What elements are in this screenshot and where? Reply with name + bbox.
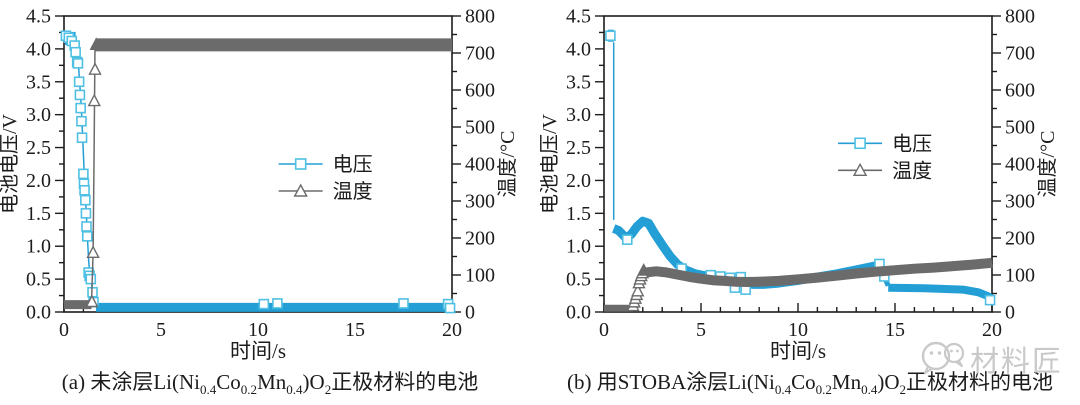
yleft-tick-label: 2.5	[566, 137, 591, 159]
caption-b: (b) 用STOBA涂层Li(Ni0.4Co0.2Mn0.4)O2正极材料的电池	[566, 370, 1054, 398]
legend-label-voltage: 电压	[333, 153, 373, 176]
yleft-tick-label: 1.5	[566, 203, 591, 225]
x-tick-label: 0	[599, 319, 609, 341]
yright-tick-label: 800	[1005, 6, 1035, 28]
yleft-tick-label: 0.5	[566, 269, 591, 291]
yright-tick-label: 200	[1005, 228, 1035, 250]
x-tick-label: 10	[248, 319, 268, 341]
x-tick-label: 5	[156, 319, 166, 341]
yright-tick-label: 0	[465, 302, 475, 324]
yleft-tick-label: 3.5	[26, 71, 51, 93]
yleft-tick-label: 4.0	[26, 38, 51, 60]
yleft-tick-label: 1.0	[566, 236, 591, 258]
x-tick-label: 10	[788, 319, 808, 341]
yright-tick-label: 600	[465, 80, 495, 102]
chart-a-uncoated: 0 5 10 15 20 0.0 0.5 1.0 1.5 2.0 2.5 3.0 3.5 4.0 4.5 0 1…	[0, 6, 519, 363]
yright-tick-label: 500	[1005, 117, 1035, 139]
x-tick-label: 20	[982, 319, 1002, 341]
yleft-axis-label: 电池电压/V	[0, 113, 21, 214]
yright-tick-label: 100	[1005, 265, 1035, 287]
wechat-logo-icon	[921, 341, 965, 375]
watermark-text: 材料匠	[970, 346, 1064, 378]
yright-tick-label: 200	[465, 228, 495, 250]
yleft-tick-label: 0.0	[26, 302, 51, 324]
yleft-tick-label: 4.5	[566, 6, 591, 28]
legend-label-temperature: 温度	[333, 180, 373, 203]
series-voltage	[60, 30, 456, 314]
yright-tick-label: 300	[1005, 191, 1035, 213]
caption-a: (a) 未涂层Li(Ni0.4Co0.2Mn0.4)O2正极材料的电池	[61, 370, 479, 398]
yright-tick-label: 700	[465, 43, 495, 65]
yright-tick-label: 400	[1005, 154, 1035, 176]
yright-tick-label: 700	[1005, 43, 1035, 65]
yleft-tick-label: 3.0	[26, 104, 51, 126]
legend-label-temperature: 温度	[892, 159, 932, 182]
yleft-axis-label: 电池电压/V	[540, 113, 561, 214]
watermark: 材料匠	[918, 336, 1080, 382]
yleft-tick-label: 1.5	[26, 203, 51, 225]
yleft-tick-label: 2.0	[566, 170, 591, 192]
yleft-tick-label: 4.0	[566, 38, 591, 60]
yright-tick-label: 800	[465, 6, 495, 28]
yleft-tick-label: 2.5	[26, 137, 51, 159]
yleft-tick-label: 4.5	[26, 6, 51, 28]
chart-b-stoba-coated: 0 5 10 15 20 0.0 0.5 1.0 1.5 2.0 2.5 3.0 3.5 4.0 4.5 0 1…	[540, 6, 1059, 363]
yleft-tick-label: 2.0	[26, 170, 51, 192]
legend-label-voltage: 电压	[892, 132, 932, 155]
yright-tick-label: 100	[465, 265, 495, 287]
yleft-tick-label: 1.0	[26, 236, 51, 258]
series-temperature	[604, 257, 993, 312]
x-tick-label: 0	[59, 319, 69, 341]
x-tick-label: 20	[442, 319, 462, 341]
axes: 0 5 10 15 20 0.0 0.5 1.0 1.5 2.0 2.5 3.0 3.5 4.0 4.5 0 1…	[566, 6, 1035, 342]
yleft-tick-label: 0.5	[26, 269, 51, 291]
series-temperature	[64, 37, 452, 310]
x-axis-label: 时间/s	[230, 339, 286, 362]
chart-block-b: 0 5 10 15 20 0.0 0.5 1.0 1.5 2.0 2.5 3.0 3.5 4.0 4.5 0 1…	[540, 0, 1080, 405]
yright-axis-label: 温度/°C	[496, 131, 519, 198]
yleft-tick-label: 0.0	[566, 302, 591, 324]
yleft-tick-label: 3.5	[566, 71, 591, 93]
x-axis-label: 时间/s	[770, 339, 826, 362]
yright-tick-label: 600	[1005, 80, 1035, 102]
yright-axis-label: 温度/°C	[1036, 131, 1059, 198]
x-tick-label: 15	[345, 319, 365, 341]
chart-block-a: 0 5 10 15 20 0.0 0.5 1.0 1.5 2.0 2.5 3.0 3.5 4.0 4.5 0 1…	[0, 6, 519, 398]
x-tick-label: 5	[696, 319, 706, 341]
x-tick-label: 15	[885, 319, 905, 341]
yleft-tick-label: 3.0	[566, 104, 591, 126]
yright-tick-label: 300	[465, 191, 495, 213]
yright-tick-label: 400	[465, 154, 495, 176]
yright-tick-label: 500	[465, 117, 495, 139]
yright-tick-label: 0	[1005, 302, 1015, 324]
